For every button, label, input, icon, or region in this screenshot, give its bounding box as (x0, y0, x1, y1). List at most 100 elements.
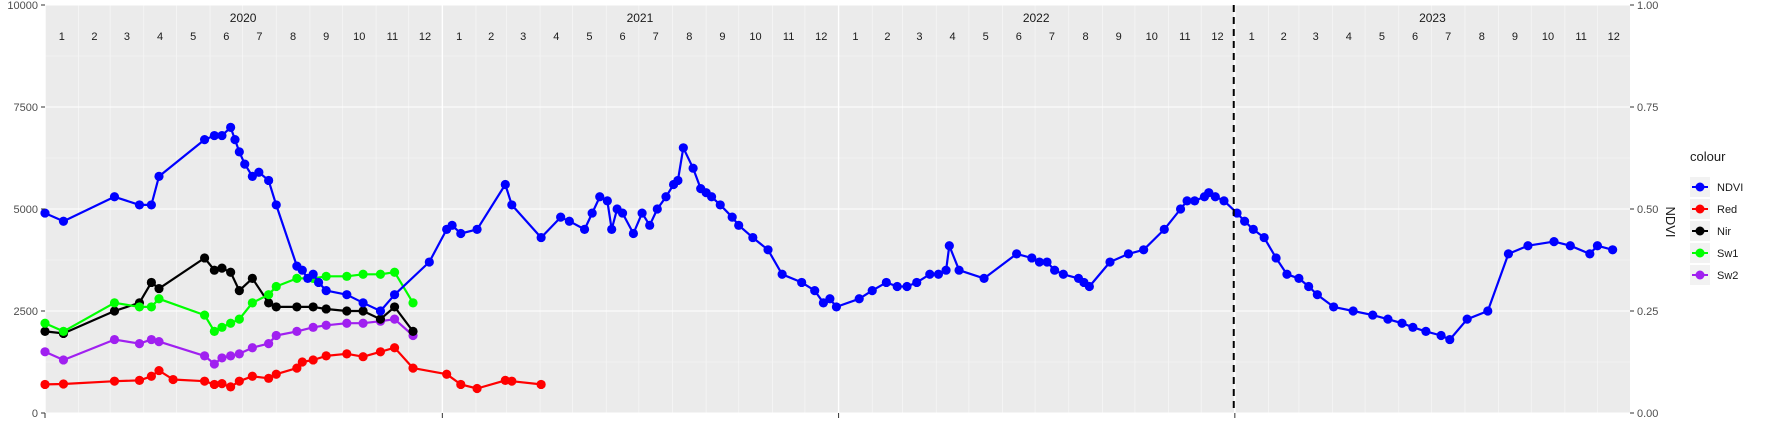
data-point-nir (226, 267, 236, 277)
month-label: 12 (419, 31, 431, 43)
data-point-sw1 (217, 322, 227, 332)
series-layer (40, 122, 1618, 394)
month-label: 2 (884, 31, 890, 43)
data-point-red (321, 351, 331, 361)
data-point-sw1 (146, 302, 156, 312)
data-point-ndvi (1190, 196, 1200, 206)
month-label: 5 (190, 31, 196, 43)
data-point-nir (321, 304, 331, 314)
data-point-nir (308, 302, 318, 312)
data-point-red (536, 379, 546, 390)
data-point-ndvi (134, 200, 145, 210)
year-label: 2023 (1419, 11, 1446, 25)
month-label: 9 (323, 31, 329, 43)
data-point-ndvi (607, 224, 617, 234)
data-point-sw1 (389, 267, 400, 277)
right-tick-label: 0.50 (1637, 204, 1658, 216)
data-point-ndvi (652, 204, 662, 214)
data-point-ndvi (1592, 241, 1603, 251)
data-point-ndvi (1210, 192, 1220, 202)
data-point-ndvi (602, 196, 612, 206)
data-point-ndvi (424, 257, 434, 267)
data-point-ndvi (1027, 253, 1037, 263)
month-label: 4 (1346, 31, 1352, 43)
data-point-ndvi (1483, 306, 1493, 316)
data-point-ndvi (912, 277, 922, 288)
data-point-red (264, 373, 274, 383)
data-point-red (271, 369, 281, 379)
legend-keys: NDVI Red Nir Sw1 Sw2 (1690, 177, 1743, 285)
data-point-red (292, 363, 302, 373)
series-line-sw1 (44, 271, 414, 333)
data-point-ndvi (954, 265, 964, 275)
month-label: 12 (1211, 31, 1223, 43)
data-point-ndvi (1282, 269, 1292, 279)
month-label: 6 (1016, 31, 1022, 43)
data-point-nir (199, 253, 210, 263)
data-point-sw2 (321, 320, 331, 330)
month-label: 3 (916, 31, 922, 43)
data-point-sw1 (40, 318, 50, 328)
data-point-ndvi (1182, 196, 1192, 206)
month-label: 7 (653, 31, 659, 43)
data-point-ndvi (1175, 204, 1186, 214)
data-point-red (507, 376, 517, 386)
data-point-nir (358, 306, 368, 316)
data-point-ndvi (1012, 249, 1022, 259)
data-point-sw1 (358, 269, 368, 279)
left-tick-label: 7500 (14, 102, 38, 114)
data-point-red (297, 357, 307, 367)
data-point-sw1 (134, 302, 145, 312)
data-point-ndvi (810, 286, 820, 296)
data-point-red (342, 349, 352, 359)
month-label: 12 (815, 31, 827, 43)
month-label: 6 (223, 31, 229, 43)
data-point-ndvi (661, 192, 671, 202)
data-point-ndvi (313, 277, 324, 288)
data-point-ndvi (688, 163, 698, 173)
legend-key-ndvi: NDVI (1690, 177, 1743, 197)
data-point-ndvi (1248, 224, 1258, 234)
data-point-nir (271, 302, 281, 312)
data-point-sw2 (109, 334, 120, 345)
data-point-ndvi (1523, 241, 1533, 251)
data-point-nir (217, 263, 227, 273)
data-point-red (168, 374, 178, 385)
series-red (40, 343, 546, 394)
data-point-ndvi (556, 212, 566, 222)
year-label: 2020 (230, 11, 257, 25)
data-point-ndvi (1397, 318, 1407, 328)
data-point-ndvi (595, 192, 605, 202)
left-tick-label: 0 (32, 408, 38, 420)
data-point-ndvi (1240, 216, 1250, 226)
month-label: 7 (1049, 31, 1055, 43)
legend: colour NDVI Red Nir Sw1 Sw2 (1690, 149, 1743, 285)
data-point-red (234, 376, 244, 386)
data-point-ndvi (902, 281, 912, 292)
data-point-sw2 (209, 359, 219, 369)
data-point-ndvi (40, 208, 50, 218)
month-label: 8 (1479, 31, 1485, 43)
legend-dot (1695, 270, 1705, 280)
data-point-nir (264, 298, 274, 308)
data-point-ndvi (500, 179, 510, 190)
month-label: 4 (553, 31, 559, 43)
data-point-ndvi (1383, 314, 1393, 324)
month-label: 11 (1575, 31, 1586, 43)
data-point-ndvi (706, 192, 717, 202)
legend-label: Nir (1717, 226, 1731, 238)
data-point-sw2 (358, 318, 368, 328)
data-point-red (109, 376, 120, 386)
data-point-sw1 (375, 269, 386, 279)
data-point-ndvi (564, 216, 574, 226)
data-point-nir (408, 326, 418, 336)
legend-key-nir: Nir (1690, 221, 1731, 241)
month-label: 10 (1542, 31, 1554, 43)
data-point-red (199, 376, 210, 386)
month-label: 2 (1281, 31, 1287, 43)
data-point-ndvi (1549, 237, 1559, 247)
data-point-sw2 (199, 351, 210, 361)
data-point-ndvi (58, 216, 69, 226)
data-point-sw2 (247, 343, 257, 353)
